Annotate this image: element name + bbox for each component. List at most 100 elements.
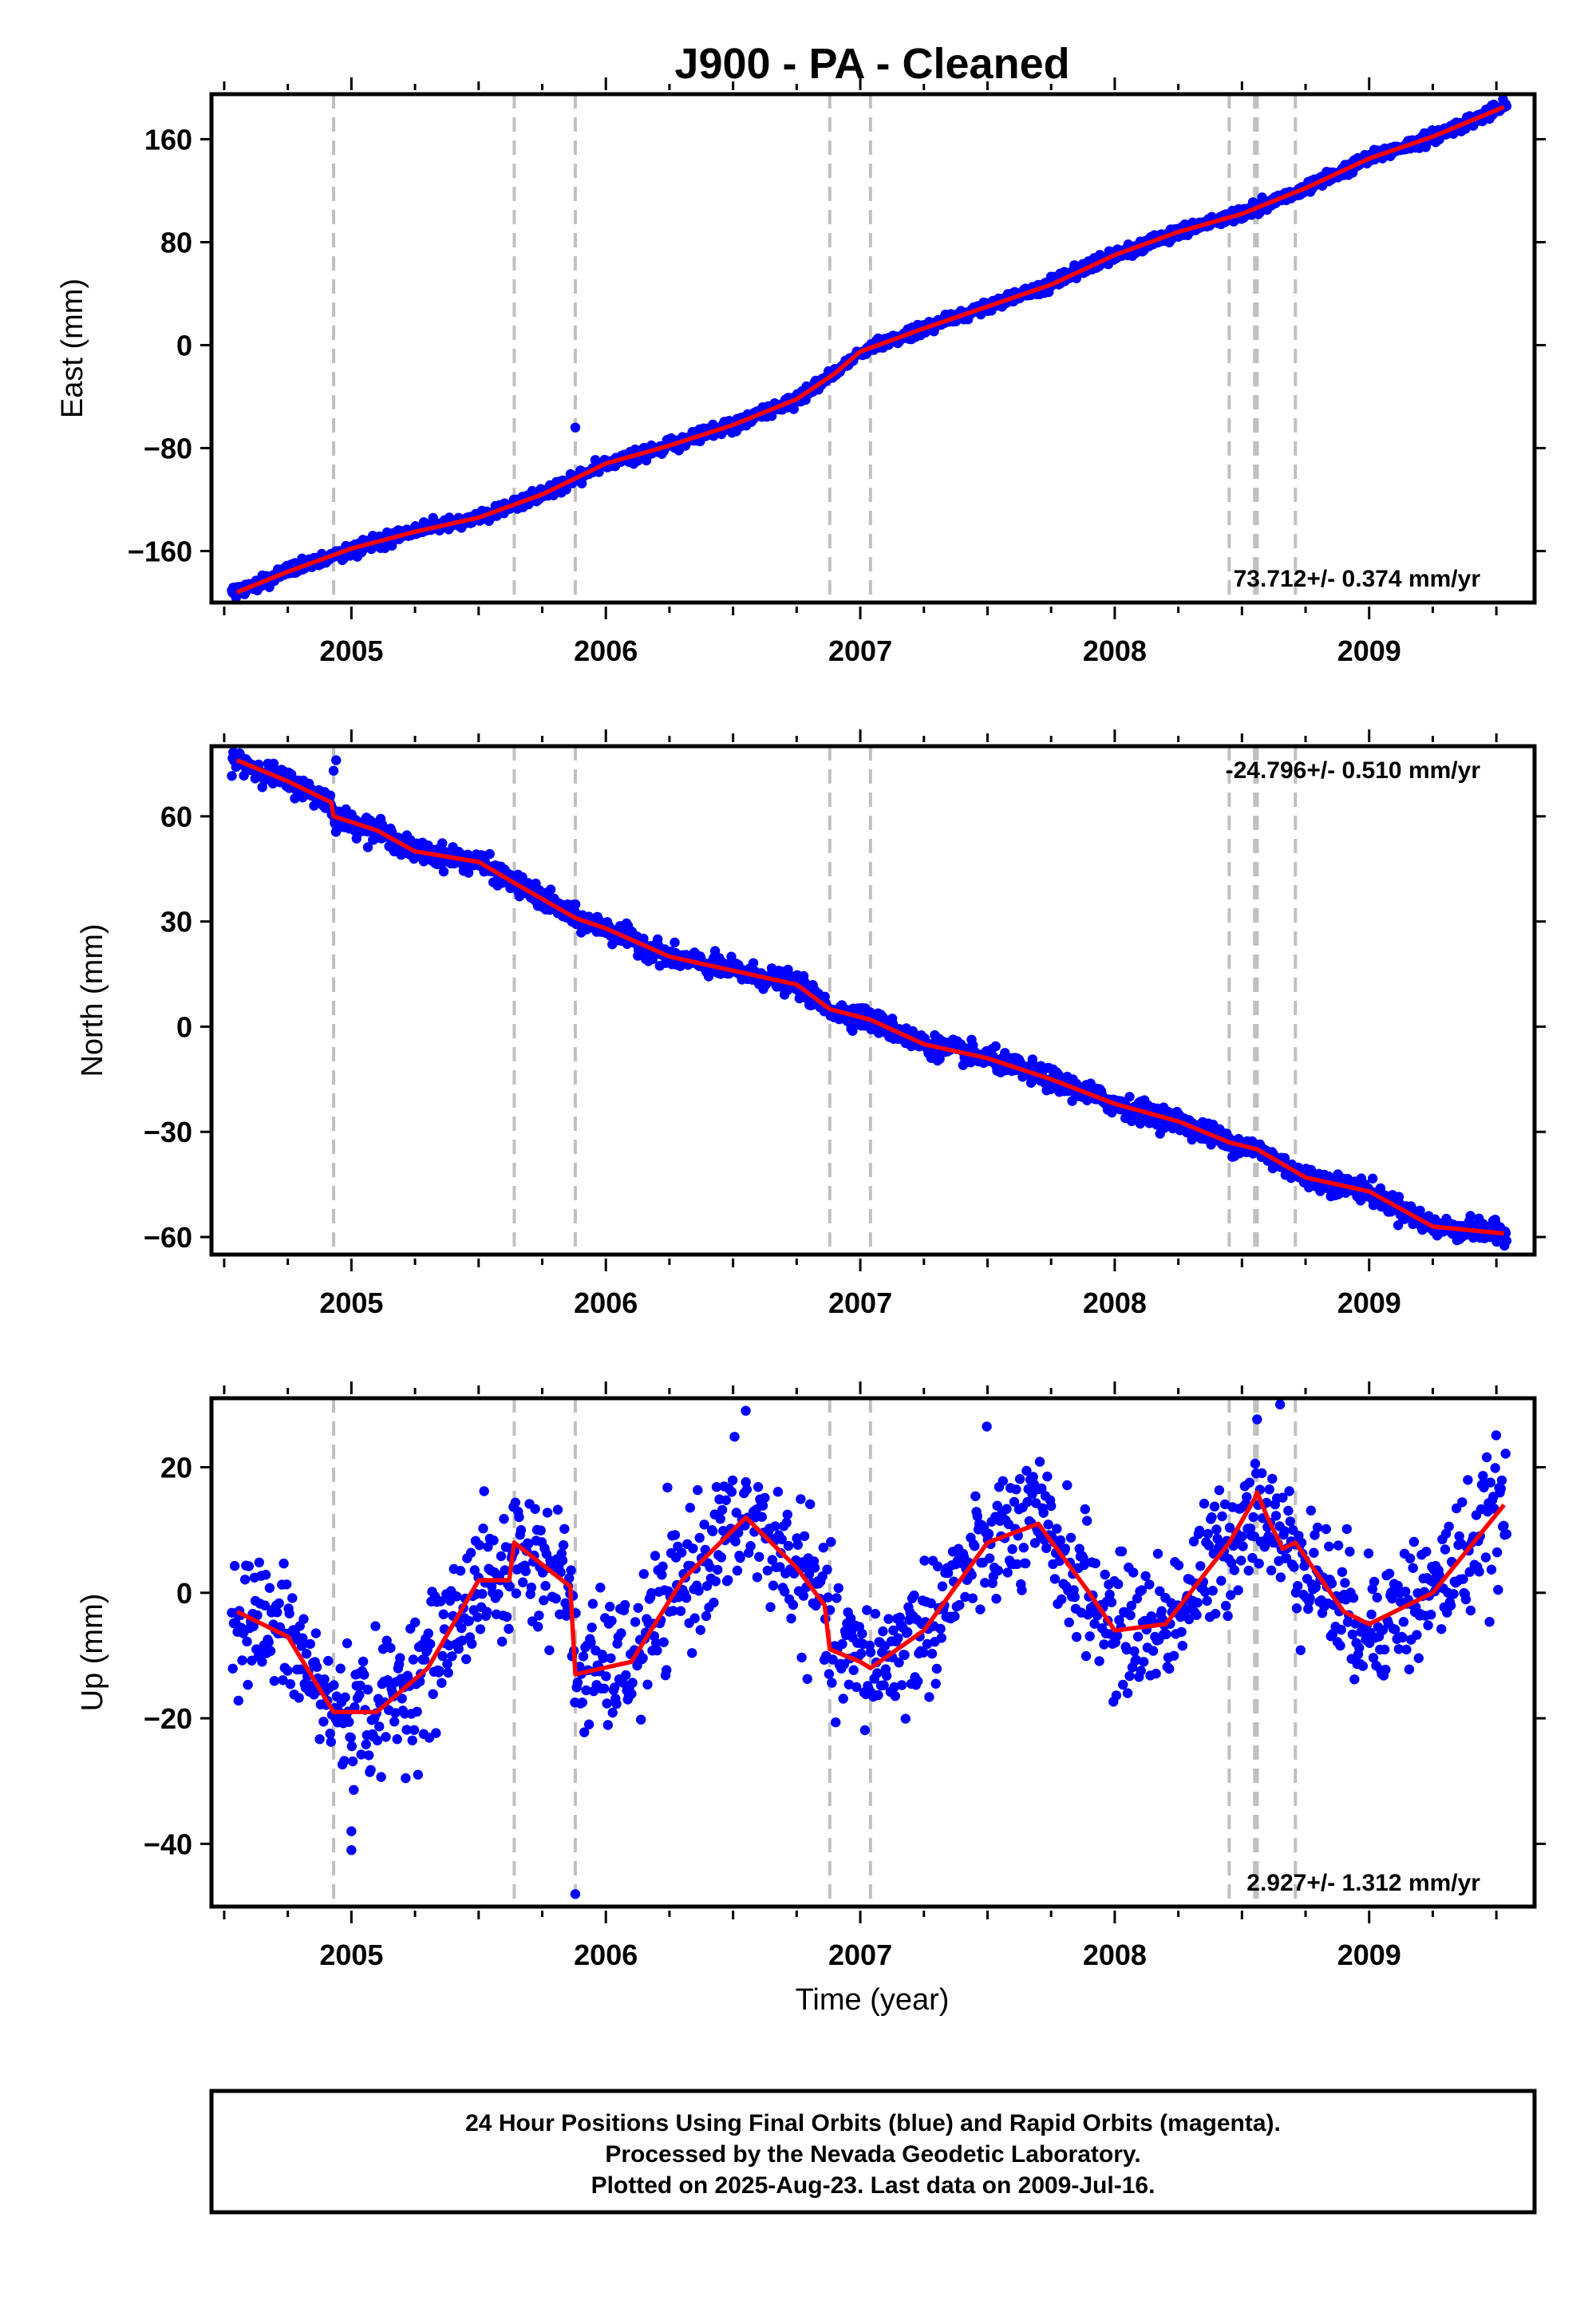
data-point — [1007, 1543, 1017, 1555]
data-point — [1229, 1565, 1240, 1575]
data-point — [1281, 1553, 1292, 1563]
data-point — [1217, 1511, 1227, 1522]
data-point — [349, 1784, 359, 1795]
data-point — [900, 1713, 911, 1724]
data-point — [1021, 1465, 1032, 1476]
data-point — [899, 1650, 910, 1660]
data-point — [377, 1644, 389, 1654]
y-tick-label: 80 — [160, 226, 192, 259]
data-point — [1152, 1548, 1163, 1559]
data-point — [1293, 1581, 1303, 1591]
data-point — [372, 1735, 383, 1746]
x-tick-label: 2007 — [828, 1286, 892, 1319]
data-point — [578, 1651, 589, 1662]
data-point — [1223, 1611, 1233, 1622]
data-point — [305, 1638, 315, 1650]
data-point — [1270, 1511, 1282, 1521]
data-point — [1124, 1092, 1135, 1102]
data-point — [1188, 1536, 1199, 1547]
data-point — [1237, 1531, 1247, 1542]
data-point — [662, 1482, 673, 1493]
data-point — [1366, 1609, 1377, 1620]
data-point — [1341, 1524, 1353, 1535]
data-point — [705, 1562, 715, 1572]
data-point — [753, 1482, 764, 1492]
data-point — [1336, 1624, 1346, 1635]
data-point — [935, 1623, 946, 1634]
data-point — [950, 1611, 960, 1622]
data-point — [1037, 1483, 1047, 1494]
data-point — [889, 1682, 899, 1693]
data-point — [438, 1609, 448, 1619]
data-point — [1136, 1585, 1148, 1595]
data-point — [274, 1598, 284, 1609]
data-point — [523, 1539, 534, 1549]
data-point — [464, 1615, 474, 1626]
data-point — [1384, 1568, 1395, 1579]
data-point — [788, 1599, 799, 1611]
data-point — [770, 1521, 780, 1531]
data-point — [1084, 1631, 1095, 1642]
data-point — [741, 1476, 751, 1488]
data-point — [482, 1607, 492, 1617]
data-point — [227, 1663, 238, 1674]
data-point — [1341, 1595, 1351, 1605]
outlier-point — [328, 765, 339, 776]
data-point — [780, 1587, 790, 1597]
data-point — [285, 1679, 296, 1690]
data-point — [583, 1719, 595, 1729]
data-point — [726, 951, 737, 962]
data-point — [1214, 1485, 1225, 1496]
data-point — [1279, 1152, 1290, 1164]
data-point — [1191, 1610, 1202, 1620]
data-point — [960, 1591, 970, 1603]
data-point — [1052, 1524, 1062, 1534]
data-point — [1057, 1594, 1067, 1605]
x-tick-label: 2007 — [828, 634, 892, 667]
data-point — [1203, 1528, 1213, 1539]
data-point — [428, 1689, 438, 1699]
data-point — [1046, 1500, 1057, 1512]
data-point — [1014, 1474, 1025, 1484]
data-points-2 — [227, 747, 1512, 1251]
data-point — [1211, 1608, 1221, 1619]
data-point — [342, 1638, 353, 1649]
data-point — [1125, 1610, 1136, 1621]
data-point — [1372, 1592, 1382, 1603]
data-point — [1094, 1656, 1104, 1666]
data-point — [709, 1597, 719, 1608]
data-point — [457, 1635, 468, 1646]
data-point — [881, 1670, 892, 1681]
data-point — [1333, 1540, 1344, 1551]
data-point — [252, 1610, 263, 1621]
data-point — [311, 1662, 322, 1672]
data-point — [279, 1558, 289, 1569]
data-point — [264, 1583, 275, 1593]
data-point — [823, 1592, 833, 1603]
data-point — [229, 1560, 240, 1571]
data-point — [675, 1606, 686, 1616]
data-point — [504, 1581, 515, 1592]
data-point — [323, 1655, 334, 1666]
data-point — [358, 1656, 369, 1667]
data-point — [381, 1732, 391, 1742]
data-point — [310, 1628, 322, 1638]
data-point — [257, 1657, 267, 1667]
data-point — [1283, 1505, 1294, 1516]
data-point — [1337, 1567, 1348, 1578]
data-point — [681, 1593, 692, 1603]
data-point — [605, 1602, 615, 1612]
data-point — [1038, 1508, 1049, 1518]
data-point — [410, 1617, 421, 1628]
chart-title: J900 - PA - Cleaned — [674, 40, 1069, 88]
data-point — [1207, 1586, 1218, 1596]
data-point — [713, 1564, 723, 1575]
data-point — [658, 1637, 669, 1647]
data-point — [518, 1577, 528, 1587]
data-point — [1060, 1543, 1071, 1554]
data-point — [862, 1605, 872, 1615]
data-point — [689, 1613, 700, 1623]
data-point — [1042, 1471, 1053, 1482]
data-point — [325, 1729, 335, 1739]
